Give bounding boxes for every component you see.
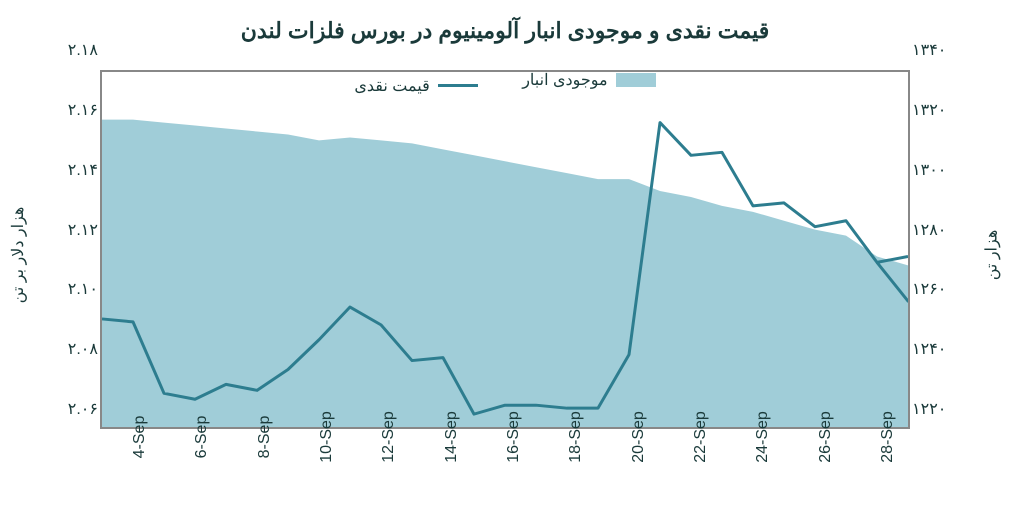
x-tick: 18-Sep	[567, 411, 585, 463]
inventory-area	[102, 120, 908, 429]
y-right-tick: ۱۲۸۰	[912, 220, 950, 240]
x-tick: 28-Sep	[879, 411, 897, 463]
x-tick: 8-Sep	[256, 416, 274, 459]
y-left-tick: ۲.۱۲	[60, 220, 98, 240]
y-left-tick: ۲.۰۸	[60, 339, 98, 359]
x-tick: 20-Sep	[630, 411, 648, 463]
y-left-tick: ۲.۰۶	[60, 399, 98, 419]
x-tick: 4-Sep	[131, 416, 149, 459]
x-tick: 16-Sep	[505, 411, 523, 463]
x-tick: 14-Sep	[443, 411, 461, 463]
y-right-tick: ۱۲۴۰	[912, 339, 950, 359]
x-tick: 12-Sep	[380, 411, 398, 463]
y-left-tick: ۲.۱۶	[60, 100, 98, 120]
plot-area	[100, 70, 910, 429]
chart-title: قیمت نقدی و موجودی انبار آلومینیوم در بو…	[0, 18, 1010, 44]
y-axis-left: ۲.۰۶۲.۰۸۲.۱۰۲.۱۲۲.۱۴۲.۱۶۲.۱۸	[60, 70, 98, 429]
y-right-tick: ۱۳۰۰	[912, 160, 950, 180]
y-axis-left-label: هزار دلار بر تن	[8, 206, 28, 303]
x-tick: 10-Sep	[318, 411, 336, 463]
x-tick: 22-Sep	[692, 411, 710, 463]
y-right-tick: ۱۳۲۰	[912, 100, 950, 120]
x-tick: 6-Sep	[193, 416, 211, 459]
x-axis: 4-Sep6-Sep8-Sep10-Sep12-Sep14-Sep16-Sep1…	[100, 431, 910, 509]
y-right-tick: ۱۲۲۰	[912, 399, 950, 419]
y-axis-right: ۱۲۲۰۱۲۴۰۱۲۶۰۱۲۸۰۱۳۰۰۱۳۲۰۱۳۴۰	[912, 70, 950, 429]
chart-container: قیمت نقدی و موجودی انبار آلومینیوم در بو…	[0, 0, 1010, 509]
y-left-tick: ۲.۱۴	[60, 160, 98, 180]
y-right-tick: ۱۲۶۰	[912, 279, 950, 299]
y-left-tick: ۲.۱۸	[60, 40, 98, 60]
plot-svg	[102, 72, 908, 429]
y-left-tick: ۲.۱۰	[60, 279, 98, 299]
y-right-tick: ۱۳۴۰	[912, 40, 950, 60]
x-tick: 24-Sep	[754, 411, 772, 463]
y-axis-right-label: هزار تن	[982, 229, 1002, 280]
x-tick: 26-Sep	[817, 411, 835, 463]
